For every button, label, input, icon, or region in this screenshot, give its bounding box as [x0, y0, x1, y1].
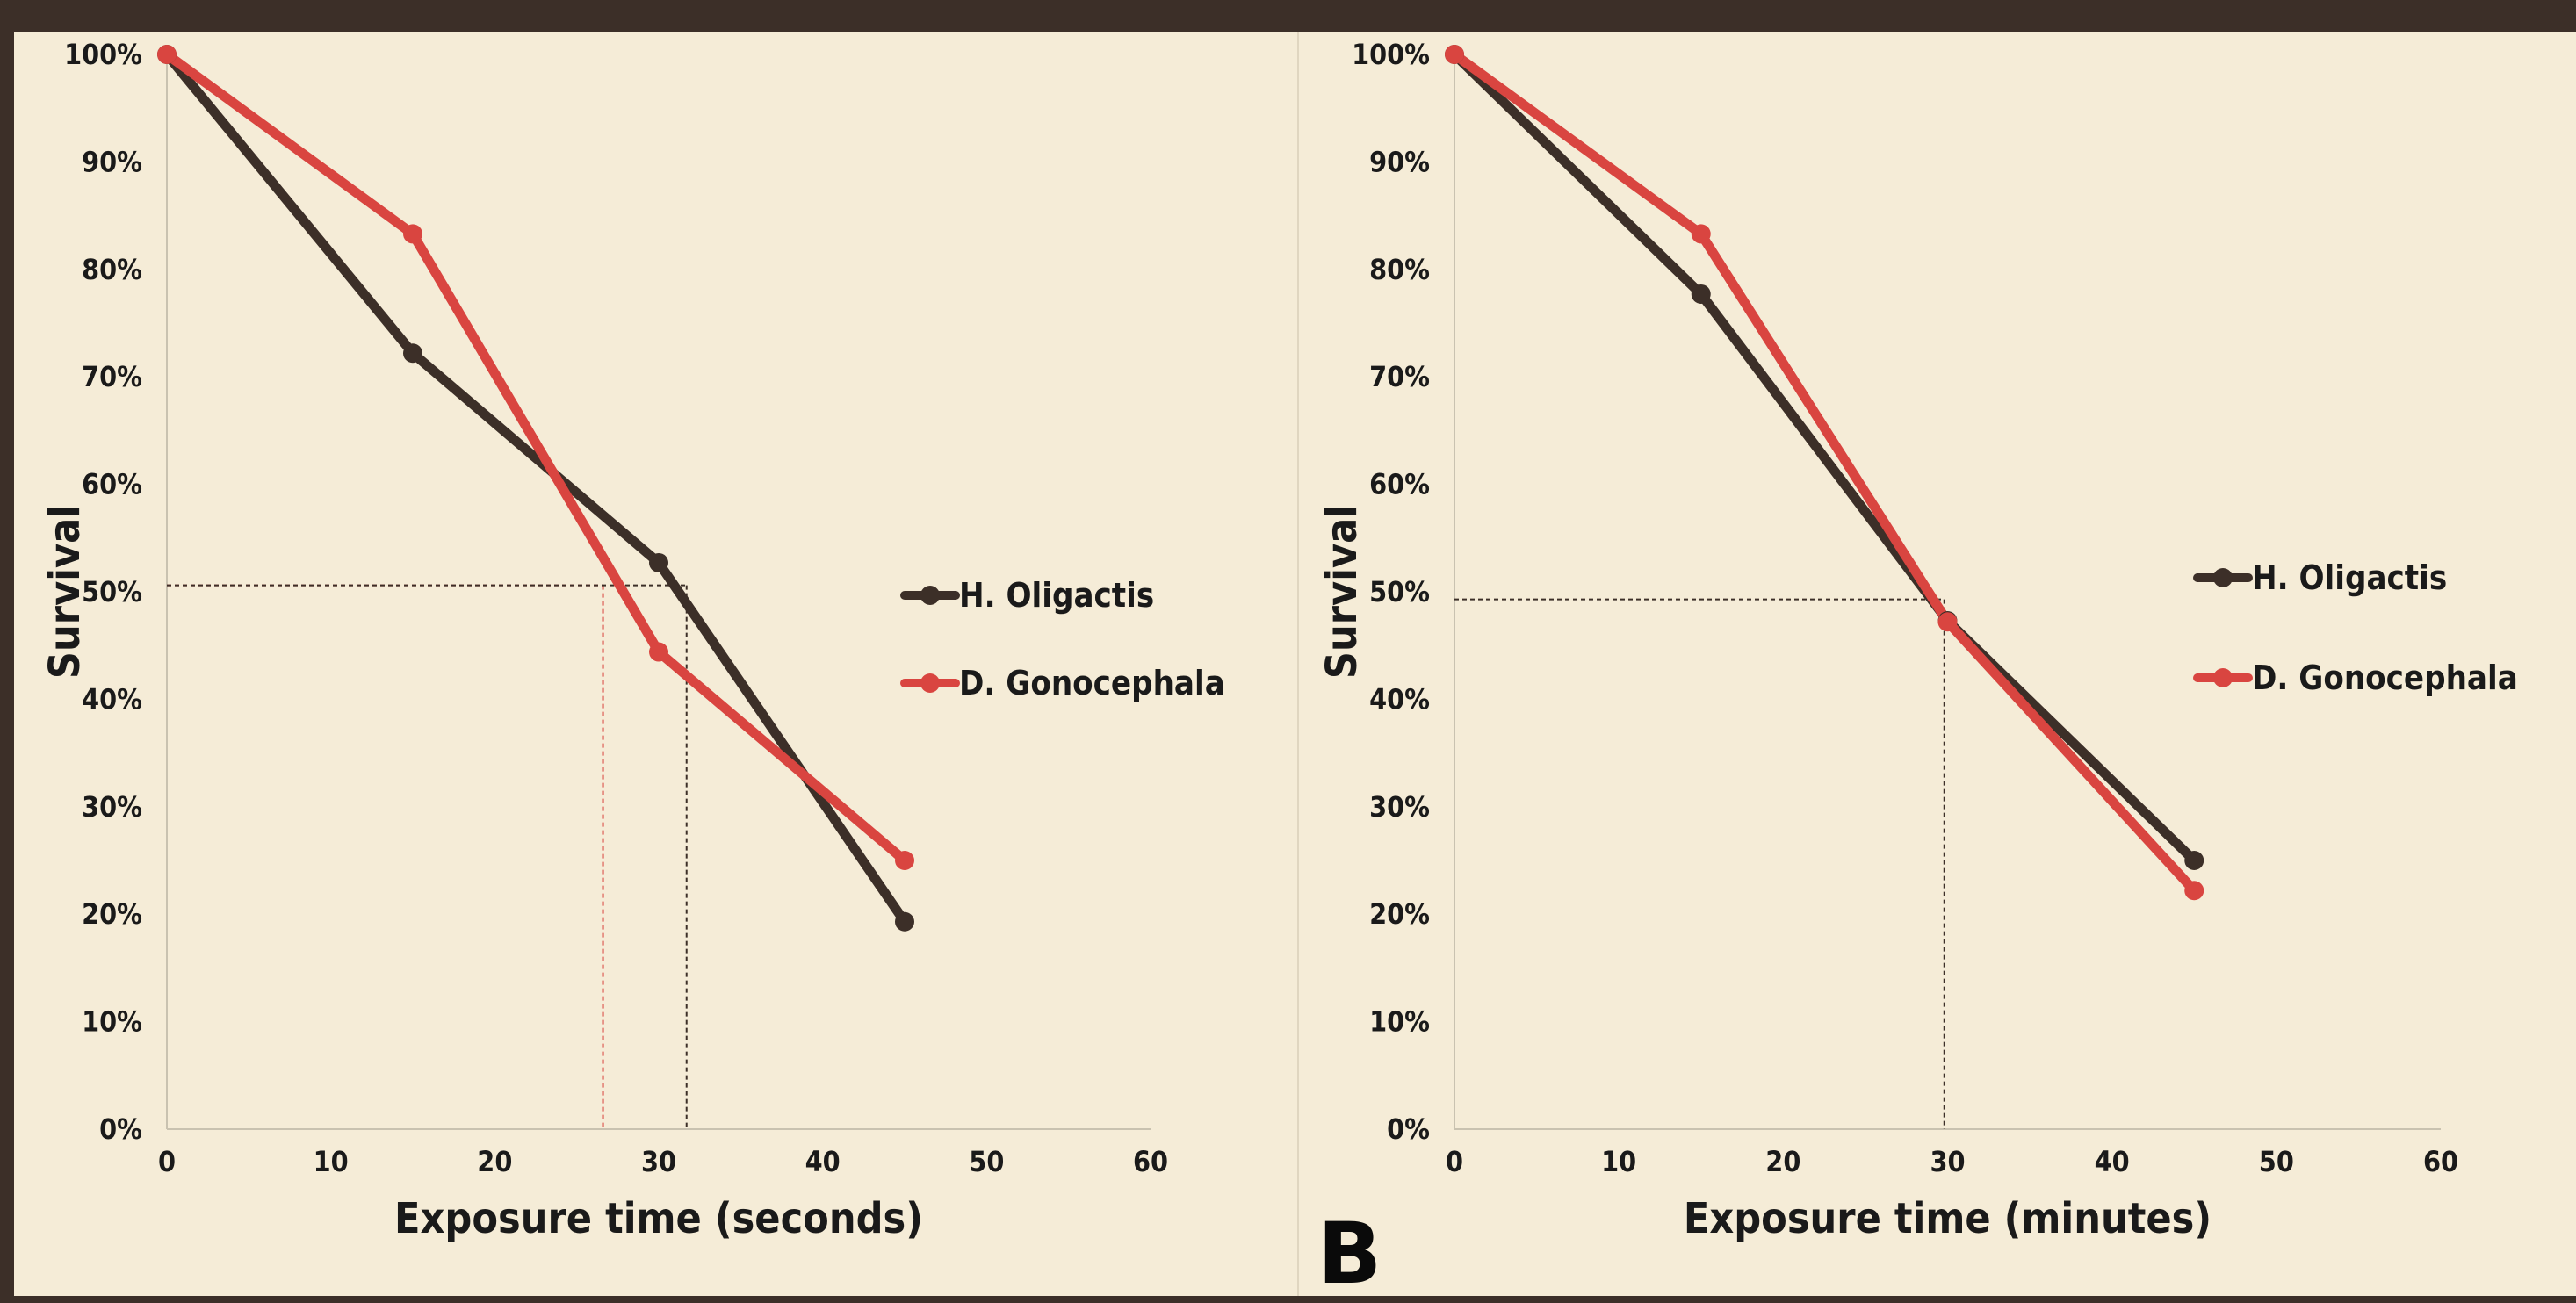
- legend-swatch-marker: [2213, 568, 2233, 587]
- y-tick-label: 70%: [82, 360, 142, 393]
- x-tick-label: 0: [1446, 1145, 1463, 1178]
- x-axis-title: Exposure time (minutes): [1684, 1194, 2212, 1243]
- data-point: [649, 642, 668, 662]
- series-line-2: [162, 49, 910, 866]
- panel-divider: [1297, 32, 1299, 1296]
- x-tick-label: 30: [641, 1145, 676, 1178]
- data-point: [2184, 851, 2204, 870]
- y-tick-label: 100%: [64, 38, 142, 71]
- y-tick-label: 30%: [1369, 790, 1430, 824]
- x-tick-label: 40: [805, 1145, 841, 1178]
- data-point: [1691, 224, 1711, 244]
- data-point: [403, 224, 422, 244]
- y-tick-label: 0%: [1387, 1112, 1430, 1146]
- y-tick-label: 90%: [82, 145, 142, 178]
- data-point: [2184, 881, 2204, 901]
- y-tick-label: 50%: [82, 575, 142, 608]
- y-tick-label: 40%: [82, 682, 142, 716]
- x-tick-label: 30: [1930, 1145, 1965, 1178]
- y-tick-label: 80%: [82, 253, 142, 286]
- series-line-1: [1449, 49, 2199, 866]
- series-line-1: [162, 49, 910, 927]
- data-point: [649, 552, 668, 572]
- y-axis-title: Survival: [1317, 505, 1367, 679]
- x-tick-label: 50: [2259, 1145, 2294, 1178]
- y-tick-label: 40%: [1369, 682, 1430, 716]
- y-tick-label: 10%: [1369, 1005, 1430, 1039]
- data-point: [895, 851, 914, 870]
- legend-label: H. Oligactis: [2252, 558, 2447, 597]
- panel-label: B: [1317, 1205, 1382, 1303]
- legend-swatch-marker: [920, 586, 940, 605]
- chart-2: 0% 10% 20% 30% 40% 50% 60% 70% 80% 90% 100% 0 10 20 30…: [1317, 38, 2518, 1243]
- y-tick-label: 60%: [1369, 468, 1430, 501]
- legend-swatch-marker: [920, 673, 940, 693]
- data-point: [1937, 612, 1958, 632]
- y-tick-label: 50%: [1369, 575, 1430, 608]
- legend-label: D. Gonocephala: [2252, 659, 2518, 697]
- x-tick-label: 40: [2095, 1145, 2130, 1178]
- legend-swatch-marker: [2213, 668, 2233, 687]
- y-tick-label: 100%: [1352, 38, 1430, 71]
- data-point: [1445, 45, 1464, 64]
- y-tick-label: 70%: [1369, 360, 1430, 393]
- y-tick-label: 30%: [82, 790, 142, 824]
- x-axis-title: Exposure time (seconds): [394, 1194, 923, 1243]
- x-tick-label: 10: [314, 1145, 349, 1178]
- x-tick-label: 0: [158, 1145, 176, 1178]
- y-tick-label: 90%: [1369, 145, 1430, 178]
- figure-background: [14, 32, 2576, 1296]
- y-tick-label: 20%: [1369, 897, 1430, 931]
- chart-1: 0% 10% 20% 30% 40% 50% 60% 70% 80% 90% 100% 0 10 20 30…: [40, 38, 1225, 1243]
- data-point: [403, 343, 422, 364]
- x-tick-label: 20: [477, 1145, 512, 1178]
- y-tick-label: 80%: [1369, 253, 1430, 286]
- y-tick-label: 60%: [82, 468, 142, 501]
- x-tick-label: 60: [2423, 1145, 2458, 1178]
- y-axis-title: Survival: [40, 505, 90, 679]
- series-line-2: [1449, 49, 2199, 896]
- data-point: [157, 45, 177, 64]
- data-point: [1691, 284, 1711, 304]
- x-tick-label: 10: [1601, 1145, 1636, 1178]
- x-tick-label: 20: [1765, 1145, 1800, 1178]
- legend-label: H. Oligactis: [959, 576, 1154, 615]
- data-point: [895, 911, 914, 932]
- legend-label: D. Gonocephala: [959, 664, 1225, 702]
- y-tick-label: 20%: [82, 897, 142, 931]
- x-tick-label: 60: [1133, 1145, 1168, 1178]
- y-tick-label: 10%: [82, 1005, 142, 1039]
- y-tick-label: 0%: [99, 1112, 142, 1146]
- x-tick-label: 50: [969, 1145, 1004, 1178]
